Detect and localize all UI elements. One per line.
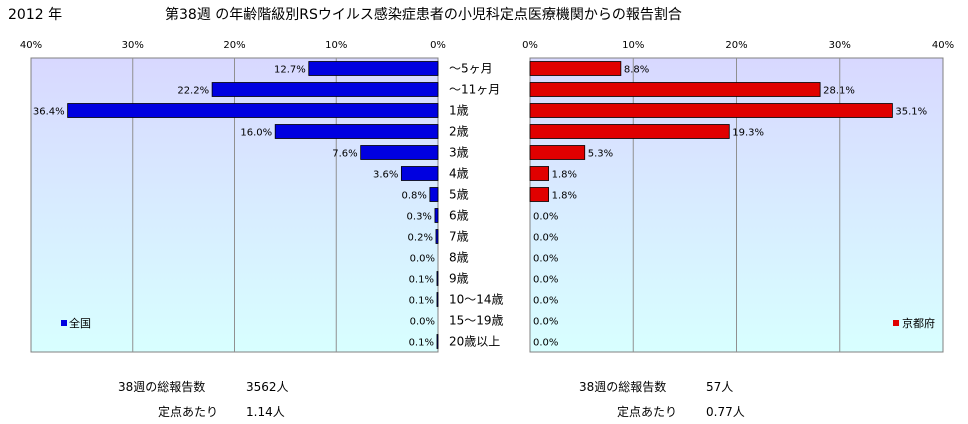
kyoto-value-label: 0.0% <box>533 317 558 328</box>
kyoto-value-label: 1.8% <box>552 170 577 181</box>
national-bar <box>274 124 439 139</box>
category-labels: ～5ヶ月 ～11ヶ月 1歳 2歳 3歳 4歳 5歳 6歳 7歳 8歳 9歳 10～14歳 15～19歳 2… <box>449 62 504 349</box>
national-bar <box>434 208 439 223</box>
national-bar <box>211 82 439 97</box>
kyoto-value-label: 35.1% <box>895 107 927 118</box>
kyoto-bar <box>529 145 586 160</box>
category-label: 8歳 <box>449 251 469 265</box>
kyoto-per-value: 0.77人 <box>706 405 745 419</box>
national-value-label: 0.1% <box>409 296 434 307</box>
category-label: ～11ヶ月 <box>449 83 500 97</box>
national-per-value: 1.14人 <box>246 405 285 419</box>
kyoto-legend-label: 京都府 <box>902 316 935 330</box>
kyoto-tick-label: 40% <box>932 40 954 51</box>
kyoto-total-value: 57人 <box>706 380 734 394</box>
national-bar <box>429 187 439 202</box>
national-panel: 40% 30% 20% 10% 0% 12.7% 22.2% 36.4% 16.0% 7.6% 3.… <box>20 40 446 353</box>
kyoto-tick-label: 30% <box>829 40 851 51</box>
category-label: 10～14歳 <box>449 293 504 307</box>
national-total-label: 38週の総報告数 <box>118 380 206 394</box>
national-value-label: 3.6% <box>373 170 398 181</box>
national-bar <box>436 334 439 349</box>
national-value-label: 0.1% <box>409 338 434 349</box>
national-tick-label: 10% <box>325 40 347 51</box>
kyoto-tick-label: 0% <box>522 40 538 51</box>
kyoto-value-label: 28.1% <box>823 86 855 97</box>
category-label: 2歳 <box>449 125 469 139</box>
kyoto-bar <box>529 124 730 139</box>
category-label: 6歳 <box>449 209 469 223</box>
national-value-label: 0.8% <box>401 191 426 202</box>
national-value-label: 0.3% <box>407 212 432 223</box>
chart-title: 第38週 の年齢階級別RSウイルス感染症患者の小児科定点医療機関からの報告割合 <box>165 6 682 23</box>
kyoto-bar <box>529 103 893 118</box>
kyoto-value-label: 0.0% <box>533 275 558 286</box>
category-label: ～5ヶ月 <box>449 62 493 76</box>
kyoto-total-label: 38週の総報告数 <box>579 380 667 394</box>
kyoto-bar <box>529 187 549 202</box>
kyoto-tick-label: 10% <box>622 40 644 51</box>
national-value-label: 0.0% <box>410 254 435 265</box>
category-label: 7歳 <box>449 230 469 244</box>
national-legend-swatch <box>61 320 67 326</box>
kyoto-per-label: 定点あたり <box>617 405 678 419</box>
national-per-label: 定点あたり <box>158 405 219 419</box>
kyoto-value-label: 0.0% <box>533 212 558 223</box>
national-value-label: 12.7% <box>274 65 306 76</box>
kyoto-value-label: 0.0% <box>533 338 558 349</box>
national-bar <box>435 229 439 244</box>
national-bar <box>400 166 439 181</box>
national-value-label: 36.4% <box>33 107 65 118</box>
category-label: 5歳 <box>449 188 469 202</box>
national-bar <box>308 61 439 76</box>
national-legend-label: 全国 <box>69 316 91 330</box>
national-bar <box>436 292 439 307</box>
national-value-label: 0.1% <box>409 275 434 286</box>
category-label: 9歳 <box>449 272 469 286</box>
kyoto-bar <box>529 166 549 181</box>
national-total-value: 3562人 <box>246 380 289 394</box>
national-tick-label: 40% <box>20 40 42 51</box>
kyoto-value-label: 0.0% <box>533 296 558 307</box>
national-value-label: 22.2% <box>177 86 209 97</box>
national-bar <box>67 103 439 118</box>
kyoto-value-label: 19.3% <box>732 128 764 139</box>
national-tick-label: 20% <box>223 40 245 51</box>
kyoto-bar <box>529 82 821 97</box>
national-bar <box>436 271 439 286</box>
category-label: 3歳 <box>449 146 469 160</box>
national-tick-label: 30% <box>122 40 144 51</box>
kyoto-value-label: 1.8% <box>552 191 577 202</box>
kyoto-value-label: 8.8% <box>624 65 649 76</box>
kyoto-value-label: 0.0% <box>533 254 558 265</box>
kyoto-legend-swatch <box>893 320 899 326</box>
category-label: 1歳 <box>449 104 469 118</box>
kyoto-value-label: 5.3% <box>588 149 613 160</box>
category-label: 15～19歳 <box>449 314 504 328</box>
kyoto-tick-label: 20% <box>725 40 747 51</box>
category-label: 20歳以上 <box>449 335 500 349</box>
national-value-label: 0.0% <box>410 317 435 328</box>
national-value-label: 0.2% <box>408 233 433 244</box>
kyoto-panel: 0% 10% 20% 30% 40% 8.8% 28.1% 35.1% 19.3% 5.3% 1.8… <box>522 40 954 353</box>
national-bar <box>360 145 439 160</box>
category-label: 4歳 <box>449 167 469 181</box>
national-value-label: 16.0% <box>240 128 272 139</box>
kyoto-value-label: 0.0% <box>533 233 558 244</box>
year-label: 2012 年 <box>8 7 62 23</box>
national-value-label: 7.6% <box>332 149 357 160</box>
national-tick-label: 0% <box>430 40 446 51</box>
kyoto-bar <box>529 61 622 76</box>
